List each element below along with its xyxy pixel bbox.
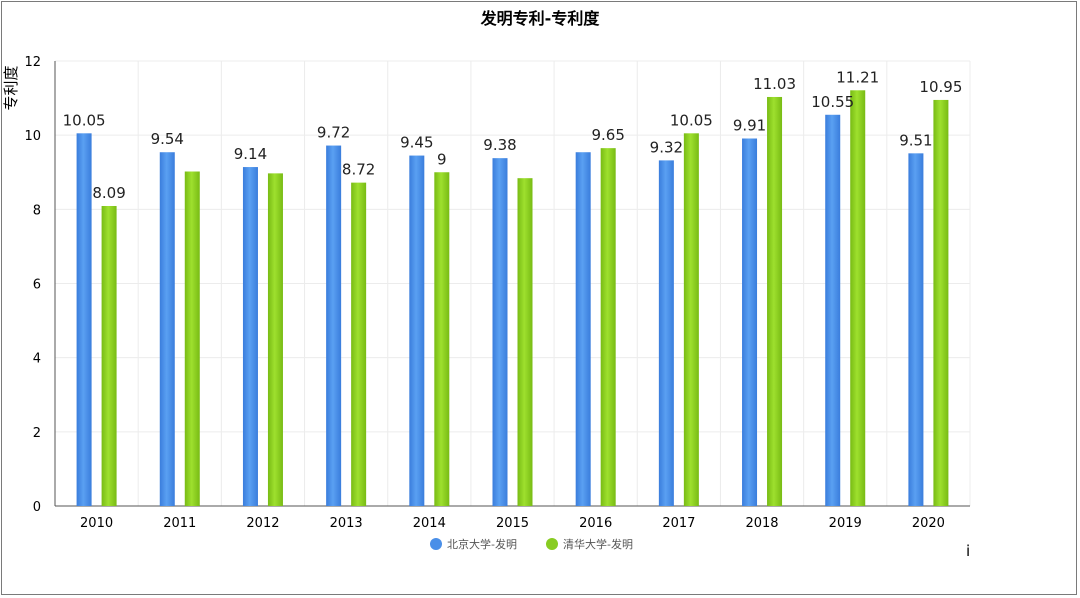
bar-pku-2010[interactable]: [76, 133, 92, 506]
bar-tsinghua-2013[interactable]: [351, 182, 367, 506]
bar-tsinghua-2010[interactable]: [101, 205, 117, 506]
y-axis-ticks: 0 2 4 6 8 10 12: [24, 55, 41, 515]
bar-tsinghua-2019[interactable]: [850, 90, 866, 506]
data-label: 9.14: [234, 145, 267, 163]
y-tick-label: 8: [33, 203, 41, 218]
data-label: 9.32: [650, 138, 683, 156]
y-tick-label: 10: [24, 129, 41, 144]
data-label: 11.21: [836, 68, 879, 86]
data-label: 10.55: [811, 93, 854, 111]
y-tick-label: 2: [33, 426, 41, 441]
data-label: 11.03: [753, 75, 796, 93]
bar-pku-2011[interactable]: [159, 152, 175, 506]
y-tick-label: 0: [33, 500, 41, 515]
bar-tsinghua-2020[interactable]: [933, 99, 949, 506]
gridlines: [54, 60, 971, 507]
x-tick-label: 2020: [912, 516, 945, 531]
data-label: 8.09: [92, 184, 125, 202]
x-tick-label: 2015: [496, 516, 529, 531]
data-label: 9.54: [151, 130, 184, 148]
data-label: 10.05: [670, 111, 713, 129]
legend-swatch: [430, 538, 442, 550]
bar-pku-2014[interactable]: [409, 155, 425, 506]
x-tick-label: 2011: [163, 516, 196, 531]
legend-label: 北京大学-发明: [447, 537, 517, 551]
corner-mark: i: [966, 542, 970, 560]
bar-pku-2018[interactable]: [742, 138, 758, 507]
x-tick-label: 2013: [330, 516, 363, 531]
legend-item-0[interactable]: 北京大学-发明: [430, 537, 517, 551]
x-tick-label: 2018: [745, 516, 778, 531]
x-tick-label: 2010: [80, 516, 113, 531]
data-label: 9.91: [733, 117, 766, 135]
data-label: 10.05: [63, 111, 106, 129]
x-tick-label: 2019: [829, 516, 862, 531]
bar-pku-2012[interactable]: [242, 167, 258, 506]
bar-pku-2020[interactable]: [908, 153, 924, 506]
bar-tsinghua-2015[interactable]: [517, 178, 533, 506]
data-label: 9: [437, 150, 447, 168]
data-label: 9.51: [899, 131, 932, 149]
x-tick-label: 2016: [579, 516, 612, 531]
data-label: 9.65: [591, 126, 624, 144]
chart-title: 发明专利-专利度: [480, 9, 601, 28]
y-tick-label: 12: [24, 55, 41, 70]
data-label: 8.72: [342, 161, 375, 179]
bars: [76, 90, 949, 507]
bar-pku-2017[interactable]: [658, 160, 674, 506]
x-tick-label: 2014: [413, 516, 446, 531]
bar-tsinghua-2018[interactable]: [767, 96, 783, 507]
bar-pku-2015[interactable]: [492, 158, 508, 507]
legend[interactable]: 北京大学-发明 清华大学-发明: [430, 537, 633, 551]
bar-tsinghua-2017[interactable]: [683, 133, 699, 506]
legend-item-1[interactable]: 清华大学-发明: [546, 537, 633, 551]
data-label: 9.45: [400, 134, 433, 152]
data-label: 9.38: [483, 136, 516, 154]
x-tick-label: 2012: [246, 516, 279, 531]
bar-tsinghua-2016[interactable]: [600, 148, 616, 507]
bar-pku-2016[interactable]: [575, 152, 591, 506]
bar-pku-2019[interactable]: [825, 114, 841, 506]
x-tick-label: 2017: [662, 516, 695, 531]
y-tick-label: 6: [33, 278, 41, 293]
x-axis-ticks: 2010 2011 2012 2013 2014 2015 2016 2017 2018 2019…: [80, 516, 945, 531]
legend-swatch: [546, 538, 558, 550]
data-labels: 10.05 8.09 9.54 9.14 9.72 8.72 9.459 9.38 9.65 9.…: [63, 68, 963, 202]
bar-tsinghua-2014[interactable]: [434, 172, 450, 506]
bar-pku-2013[interactable]: [326, 145, 342, 507]
bar-tsinghua-2011[interactable]: [184, 171, 200, 506]
y-axis-title: 专利度: [2, 65, 20, 110]
data-label: 10.95: [919, 78, 962, 96]
data-label: 9.72: [317, 124, 350, 142]
legend-label: 清华大学-发明: [563, 537, 633, 551]
y-tick-label: 4: [33, 352, 41, 367]
bar-tsinghua-2012[interactable]: [267, 173, 283, 507]
